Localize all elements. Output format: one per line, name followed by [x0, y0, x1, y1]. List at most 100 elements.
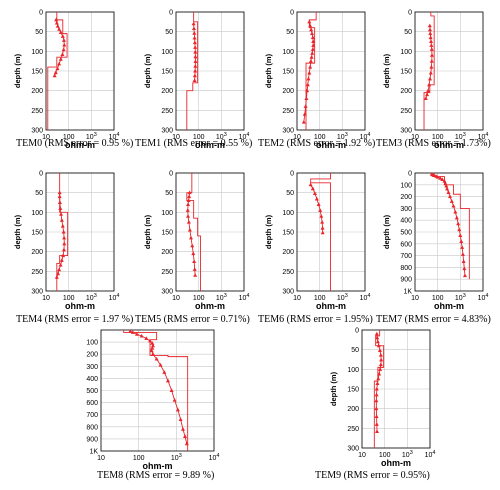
data-point — [193, 54, 198, 59]
y-tick-label: 50 — [351, 347, 359, 354]
data-point — [462, 266, 467, 271]
data-point — [57, 190, 62, 195]
y-tick-label: 100 — [282, 210, 294, 217]
data-point — [193, 59, 198, 64]
data-point — [58, 262, 63, 267]
y-tick-label: 50 — [165, 29, 173, 36]
y-tick-label: 300 — [161, 289, 173, 296]
x-tick-label: 10 — [172, 134, 180, 141]
data-point — [377, 348, 382, 352]
panel-caption: TEM0 (RMS error = 0.95 %) — [16, 138, 133, 149]
data-point — [435, 174, 440, 179]
x-tick-label: 100 — [314, 295, 326, 302]
data-point — [310, 31, 315, 36]
data-point — [374, 406, 379, 411]
panel-caption: TEM5 (RMS error = 0.71%) — [135, 314, 250, 325]
data-point — [54, 275, 59, 279]
data-point — [150, 345, 155, 350]
data-point — [310, 51, 315, 55]
data-point — [175, 407, 180, 412]
data-point — [192, 267, 197, 271]
x-axis-label: ohm-m — [65, 301, 95, 311]
data-point — [374, 422, 379, 426]
data-point — [378, 352, 383, 357]
x-tick-label: 103 — [86, 293, 97, 302]
data-point — [192, 40, 197, 45]
data-point — [185, 208, 190, 212]
data-point — [318, 208, 323, 212]
x-tick-label: 10 — [42, 295, 50, 302]
x-tick-label: 104 — [478, 132, 489, 141]
data-point — [60, 223, 65, 228]
y-tick-label: 0 — [169, 171, 173, 178]
data-point — [308, 64, 313, 69]
data-point — [57, 194, 62, 199]
x-tick-label: 103 — [216, 293, 227, 302]
data-point — [59, 258, 64, 262]
y-tick-label: 700 — [86, 412, 98, 419]
y-tick-label: 0 — [408, 10, 412, 17]
x-tick-label: 104 — [425, 450, 436, 459]
model-step-line — [423, 12, 435, 130]
y-axis-label: depth (m) — [264, 53, 273, 88]
data-point — [311, 39, 316, 43]
data-point — [130, 330, 135, 334]
plot-frame — [361, 329, 431, 449]
data-point — [320, 230, 325, 235]
data-point — [61, 247, 66, 252]
data-point — [186, 202, 191, 206]
data-point — [374, 331, 379, 336]
data-point — [456, 221, 461, 226]
data-point — [57, 61, 62, 66]
data-point — [429, 39, 434, 43]
data-point — [375, 429, 380, 433]
data-point — [308, 58, 313, 63]
data-point — [319, 214, 324, 218]
data-point — [57, 27, 62, 31]
y-tick-label: 200 — [161, 88, 173, 95]
data-point — [128, 329, 133, 333]
data-point — [428, 76, 433, 81]
data-point — [308, 182, 313, 187]
data-point — [429, 53, 434, 57]
data-point — [187, 227, 192, 232]
data-point — [158, 362, 163, 367]
data-point — [457, 227, 462, 232]
y-tick-label: 800 — [400, 265, 412, 272]
panel-caption: TEM6 (RMS error = 1.95%) — [258, 314, 373, 325]
data-point — [150, 341, 155, 345]
model-step-line — [186, 12, 199, 130]
x-tick-label: 100 — [193, 295, 205, 302]
y-tick-label: 150 — [347, 387, 359, 394]
x-tick-label: 10 — [411, 295, 419, 302]
y-tick-label: 1K — [89, 449, 98, 456]
y-tick-label: 600 — [86, 400, 98, 407]
data-point — [172, 397, 177, 402]
data-point — [190, 243, 195, 248]
y-tick-label: 100 — [400, 182, 412, 189]
data-point — [427, 82, 432, 87]
data-point — [449, 199, 454, 203]
data-point — [306, 76, 311, 81]
data-point — [169, 388, 174, 392]
y-tick-label: 900 — [400, 277, 412, 284]
data-point — [447, 194, 452, 199]
x-tick-label: 100 — [133, 455, 145, 462]
data-point — [191, 21, 196, 26]
y-tick-label: 0 — [39, 171, 43, 178]
panel-caption: TEM2 (RMS error = 1.92 %) — [258, 138, 375, 149]
model-step-line — [305, 12, 317, 130]
data-point — [191, 251, 196, 256]
y-tick-label: 300 — [282, 289, 294, 296]
data-point — [191, 26, 196, 31]
data-point — [305, 82, 310, 87]
y-axis-label: depth (m) — [329, 371, 338, 406]
x-tick-label: 104 — [239, 132, 250, 141]
data-point — [62, 42, 67, 47]
